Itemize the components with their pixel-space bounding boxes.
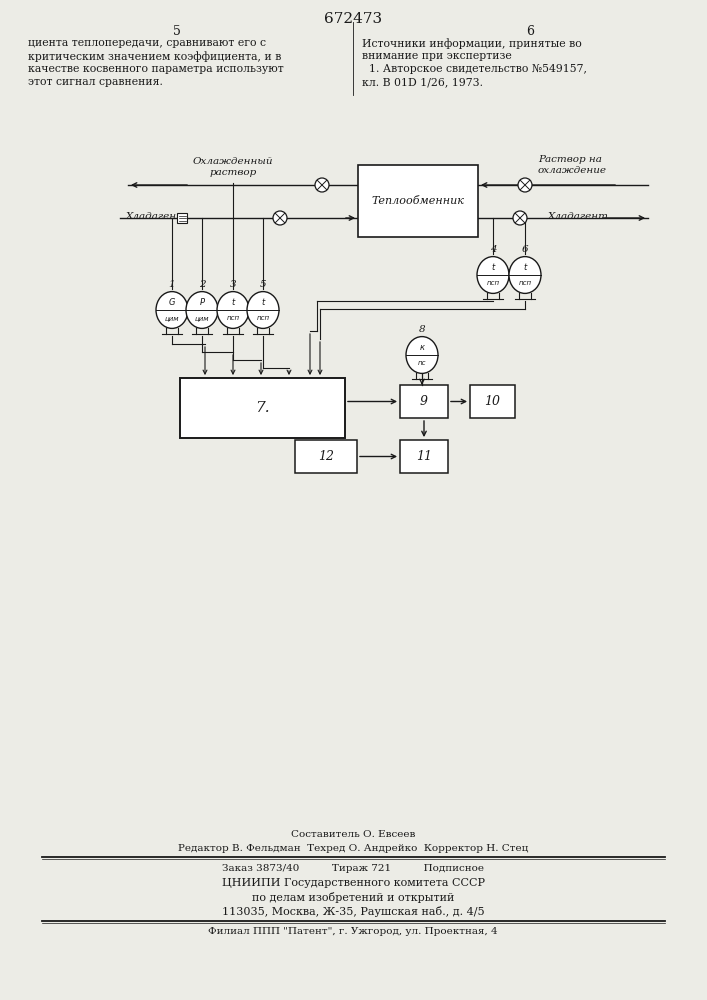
Text: 5: 5	[173, 25, 181, 38]
Text: качестве косвенного параметра используют: качестве косвенного параметра используют	[28, 64, 284, 74]
Text: Источники информации, принятые во: Источники информации, принятые во	[362, 38, 582, 49]
Text: пс: пс	[418, 360, 426, 366]
Text: G: G	[169, 298, 175, 307]
Bar	[177, 213, 187, 223]
Ellipse shape	[406, 337, 438, 373]
Text: 1: 1	[169, 280, 175, 289]
Text: кл. B 01D 1/26, 1973.: кл. B 01D 1/26, 1973.	[362, 77, 483, 87]
Bar	[358, 165, 478, 237]
Text: P: P	[199, 298, 204, 307]
Text: 1. Авторское свидетельство №549157,: 1. Авторское свидетельство №549157,	[362, 64, 587, 74]
Circle shape	[518, 178, 532, 192]
Text: цим: цим	[194, 315, 209, 321]
Text: по делам изобретений и открытий: по делам изобретений и открытий	[252, 892, 454, 903]
Text: циента теплопередачи, сравнивают его с: циента теплопередачи, сравнивают его с	[28, 38, 266, 48]
Ellipse shape	[247, 292, 279, 328]
Text: псп: псп	[257, 315, 269, 321]
Text: 672473: 672473	[324, 12, 382, 26]
Bar	[295, 440, 357, 473]
Text: ЦНИИПИ Государственного комитета СССР: ЦНИИПИ Государственного комитета СССР	[221, 878, 484, 888]
Text: 8: 8	[419, 325, 426, 334]
Text: 6: 6	[522, 245, 528, 254]
Text: t: t	[231, 298, 235, 307]
Text: 7.: 7.	[255, 401, 270, 415]
Text: критическим значением коэффициента, и в: критическим значением коэффициента, и в	[28, 51, 281, 62]
Text: Охлажденный: Охлажденный	[193, 157, 273, 166]
Text: Составитель О. Евсеев: Составитель О. Евсеев	[291, 830, 415, 839]
Circle shape	[315, 178, 329, 192]
Text: к: к	[419, 343, 424, 352]
Ellipse shape	[186, 292, 218, 328]
Text: Филиал ППП "Патент", г. Ужгород, ул. Проектная, 4: Филиал ППП "Патент", г. Ужгород, ул. Про…	[208, 927, 498, 936]
Bar	[400, 440, 448, 473]
Ellipse shape	[217, 292, 249, 328]
Text: 113035, Москва, Ж-35, Раушская наб., д. 4/5: 113035, Москва, Ж-35, Раушская наб., д. …	[222, 906, 484, 917]
Text: Редактор В. Фельдман  Техред О. Андрейко  Корректор Н. Стец: Редактор В. Фельдман Техред О. Андрейко …	[178, 844, 528, 853]
Text: 12: 12	[318, 450, 334, 463]
Text: 5: 5	[259, 280, 267, 289]
Text: этот сигнал сравнения.: этот сигнал сравнения.	[28, 77, 163, 87]
Text: 9: 9	[420, 395, 428, 408]
Text: Теплообменник: Теплообменник	[372, 196, 464, 206]
Text: раствор: раствор	[209, 168, 257, 177]
Text: 11: 11	[416, 450, 432, 463]
Circle shape	[513, 211, 527, 225]
Bar	[180, 378, 345, 438]
Text: Заказ 3873/40          Тираж 721          Подписное: Заказ 3873/40 Тираж 721 Подписное	[222, 864, 484, 873]
Ellipse shape	[509, 257, 541, 293]
Text: t: t	[523, 263, 527, 272]
Circle shape	[273, 211, 287, 225]
Text: 10: 10	[484, 395, 501, 408]
Bar	[470, 385, 515, 418]
Ellipse shape	[156, 292, 188, 328]
Ellipse shape	[477, 257, 509, 293]
Text: 6: 6	[526, 25, 534, 38]
Text: псп: псп	[518, 280, 532, 286]
Text: псп: псп	[226, 315, 240, 321]
Text: t: t	[262, 298, 264, 307]
Text: Раствор на: Раствор на	[538, 155, 602, 164]
Text: t: t	[491, 263, 495, 272]
Text: цим: цим	[165, 315, 180, 321]
Text: псп: псп	[486, 280, 500, 286]
Bar	[400, 385, 448, 418]
Text: Хладагент: Хладагент	[126, 212, 187, 221]
Text: 2: 2	[199, 280, 205, 289]
Text: внимание при экспертизе: внимание при экспертизе	[362, 51, 512, 61]
Text: 4: 4	[490, 245, 496, 254]
Text: 3: 3	[230, 280, 236, 289]
Text: Хладагент: Хладагент	[547, 212, 609, 221]
Text: охлаждение: охлаждение	[537, 166, 607, 175]
